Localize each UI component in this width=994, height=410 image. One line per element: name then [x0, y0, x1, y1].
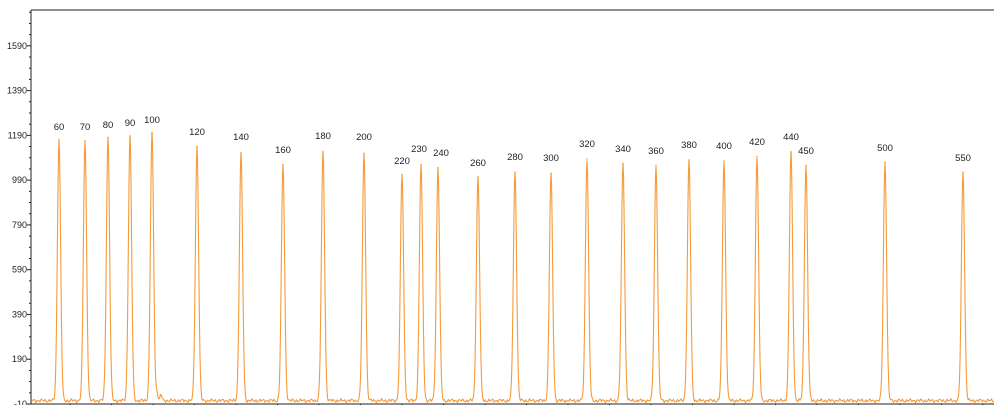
y-tick-label: 990 — [12, 175, 27, 185]
peak-point — [962, 171, 964, 174]
peak-point — [107, 136, 109, 139]
peak-label: 260 — [470, 158, 486, 169]
peak-point — [477, 175, 479, 178]
peak-point — [322, 151, 324, 153]
peak-label: 300 — [543, 153, 559, 164]
peak-label: 120 — [189, 127, 205, 138]
peak-label: 100 — [144, 115, 160, 126]
peak-label: 360 — [648, 146, 664, 157]
peak-label: 240 — [433, 148, 449, 159]
y-tick-label: 1190 — [8, 130, 27, 140]
peak-label: 340 — [615, 144, 631, 155]
peak-point — [129, 135, 131, 138]
peak-point — [756, 155, 758, 158]
peak-label: 160 — [275, 145, 291, 156]
peak-label: 180 — [315, 131, 331, 142]
peak-label: 420 — [749, 137, 765, 148]
peak-point — [622, 162, 624, 165]
peak-point — [240, 152, 242, 155]
peak-point — [790, 151, 792, 153]
peak-point — [723, 160, 725, 162]
peak-point — [586, 158, 588, 160]
peak-point — [401, 173, 403, 176]
peak-point — [514, 171, 516, 174]
peak-label: 380 — [681, 140, 697, 151]
y-tick-label: 790 — [12, 220, 27, 230]
peak-point — [363, 152, 365, 155]
peak-point — [196, 145, 198, 148]
peak-label: 70 — [80, 122, 91, 133]
peak-label: 80 — [103, 120, 114, 131]
peak-point — [282, 163, 284, 166]
peak-point — [437, 167, 439, 169]
peak-label: 280 — [507, 152, 523, 163]
peak-label: 90 — [125, 118, 136, 129]
peak-label: 60 — [54, 122, 65, 133]
peak-label: 220 — [394, 156, 410, 167]
peak-point — [688, 159, 690, 161]
peak-label: 450 — [798, 146, 814, 157]
peak-point — [550, 172, 552, 175]
peak-label: 500 — [877, 143, 893, 154]
y-tick-label: 190 — [12, 354, 27, 364]
peak-label: 440 — [783, 132, 799, 143]
peak-label: 400 — [716, 141, 732, 152]
peak-point — [58, 139, 60, 141]
peak-point — [420, 163, 422, 166]
y-tick-label: 1390 — [7, 86, 27, 96]
peak-label: 230 — [411, 144, 427, 155]
y-tick-label: 390 — [12, 309, 27, 319]
peak-label: 550 — [955, 153, 971, 164]
y-tick-label: 590 — [12, 265, 27, 275]
peak-label: 200 — [356, 132, 372, 143]
peak-label: 140 — [233, 132, 249, 143]
peak-point — [151, 132, 153, 134]
y-tick-label: -10 — [14, 399, 27, 405]
peak-point — [655, 164, 657, 167]
trace-line — [31, 131, 994, 404]
peak-point — [884, 161, 886, 164]
peak-point — [805, 164, 807, 167]
y-tick-label: 1590 — [7, 41, 27, 51]
peak-point — [84, 140, 86, 142]
peak-label: 320 — [579, 139, 595, 150]
